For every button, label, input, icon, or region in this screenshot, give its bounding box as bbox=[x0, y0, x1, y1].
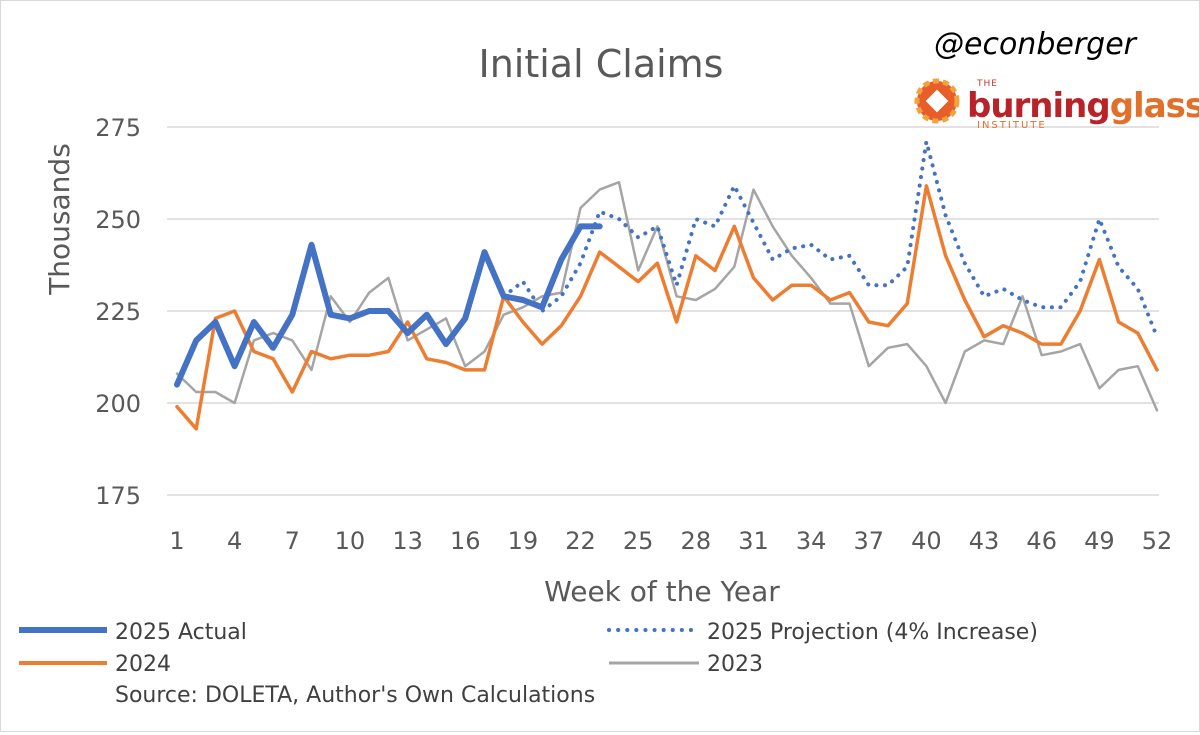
x-tick-label: 7 bbox=[285, 527, 300, 555]
series-line-2024 bbox=[175, 184, 1159, 431]
x-tick-label: 43 bbox=[969, 527, 1000, 555]
y-tick-label: 225 bbox=[95, 298, 141, 326]
y-tick-label: 175 bbox=[95, 482, 141, 510]
series-lines bbox=[174, 139, 1159, 431]
burning-glass-logo: THE burningglass INSTITUTE bbox=[914, 78, 1200, 131]
x-tick-label: 46 bbox=[1026, 527, 1057, 555]
x-tick-label: 4 bbox=[227, 527, 242, 555]
series-line-2025-actual bbox=[174, 223, 603, 388]
x-tick-label: 25 bbox=[623, 527, 654, 555]
series-line-2025-projection-4-increase bbox=[501, 139, 1159, 339]
x-tick-label: 1 bbox=[169, 527, 184, 555]
x-tick-label: 16 bbox=[450, 527, 481, 555]
series-line-2023 bbox=[175, 180, 1159, 412]
legend: 2025 Actual 2025 Projection (4% Increase… bbox=[19, 620, 1038, 677]
y-tick-label: 275 bbox=[95, 114, 141, 142]
chart-title: Initial Claims bbox=[479, 42, 724, 86]
x-tick-label: 19 bbox=[508, 527, 539, 555]
logo-word-burning: burning bbox=[967, 86, 1110, 126]
legend-label-2024: 2024 bbox=[115, 652, 171, 677]
x-tick-label: 40 bbox=[911, 527, 942, 555]
x-tick-label: 49 bbox=[1084, 527, 1115, 555]
x-axis-label: Week of the Year bbox=[544, 575, 780, 608]
x-tick-label: 37 bbox=[853, 527, 884, 555]
logo-word-glass: glass bbox=[1110, 86, 1199, 126]
x-tick-label: 34 bbox=[796, 527, 827, 555]
y-tick-labels: 175 200 225 250 275 bbox=[95, 114, 141, 510]
svg-text:burningglass: burningglass bbox=[967, 86, 1199, 126]
y-tick-label: 250 bbox=[95, 206, 141, 234]
x-tick-label: 31 bbox=[738, 527, 769, 555]
y-axis-label: Thousands bbox=[43, 143, 76, 296]
x-tick-label: 10 bbox=[335, 527, 366, 555]
x-tick-labels: 1 4 7 10 13 16 19 22 25 28 31 34 37 40 43 46 49 52 bbox=[169, 527, 1172, 555]
x-tick-label: 52 bbox=[1142, 527, 1173, 555]
logo-the: THE bbox=[976, 79, 998, 89]
sunburst-icon bbox=[914, 78, 960, 124]
x-tick-label: 13 bbox=[392, 527, 423, 555]
x-tick-label: 22 bbox=[565, 527, 596, 555]
logo-institute: INSTITUTE bbox=[977, 120, 1047, 131]
legend-label-2025-actual: 2025 Actual bbox=[115, 620, 247, 645]
source-note: Source: DOLETA, Author's Own Calculation… bbox=[115, 683, 595, 708]
legend-label-2025-projection: 2025 Projection (4% Increase) bbox=[707, 620, 1038, 645]
gridlines bbox=[167, 126, 1159, 496]
y-tick-label: 200 bbox=[95, 390, 141, 418]
author-handle: @econberger bbox=[934, 27, 1138, 62]
x-tick-label: 28 bbox=[681, 527, 712, 555]
legend-label-2023: 2023 bbox=[707, 652, 763, 677]
